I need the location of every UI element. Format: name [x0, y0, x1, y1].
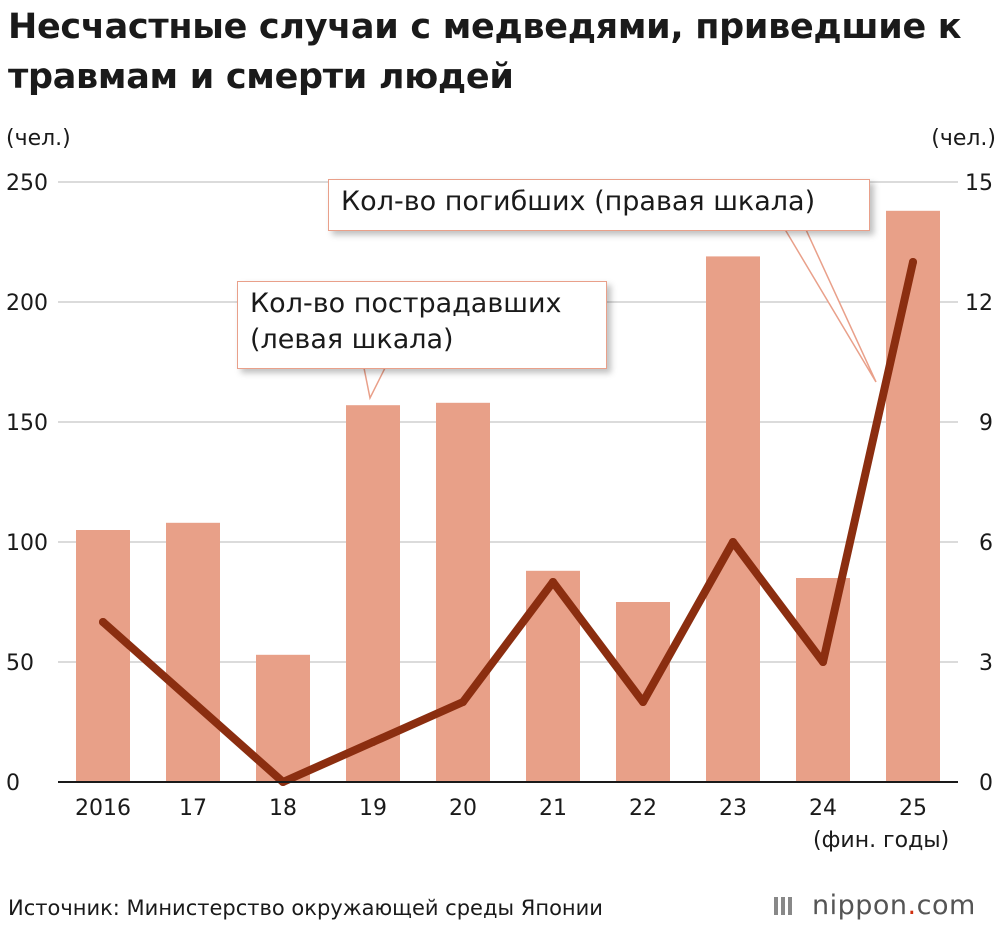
deaths-point	[819, 658, 827, 666]
deaths-point	[639, 698, 647, 706]
left-tick-label: 50	[6, 651, 34, 676]
deaths-point	[189, 698, 197, 706]
left-axis-unit: (чел.)	[6, 126, 71, 151]
deaths-point	[369, 738, 377, 746]
right-tick-label: 3	[979, 651, 993, 676]
right-axis-unit: (чел.)	[931, 126, 996, 151]
callout-injured-line1: Кол-во пострадавших	[250, 288, 562, 319]
left-tick-label: 250	[6, 171, 48, 196]
x-tick-label: 25	[899, 796, 927, 821]
deaths-point	[909, 258, 917, 266]
left-tick-label: 200	[6, 291, 48, 316]
callout-injured: Кол-во пострадавших (левая шкала)	[237, 281, 607, 369]
nippon-logo: nippon.com	[812, 890, 976, 921]
deaths-point	[729, 538, 737, 546]
right-tick-label: 15	[965, 171, 993, 196]
nippon-logo-icon	[774, 897, 792, 915]
right-tick-label: 0	[979, 771, 993, 796]
x-tick-label: 24	[809, 796, 837, 821]
bar	[76, 530, 130, 782]
deaths-point	[459, 698, 467, 706]
right-tick-label: 9	[979, 411, 993, 436]
bar	[886, 210, 940, 783]
x-tick-label: 18	[269, 796, 297, 821]
callout-deaths: Кол-во погибших (правая шкала)	[328, 179, 870, 231]
bar	[616, 602, 670, 782]
x-tick-label: 20	[449, 796, 477, 821]
left-tick-label: 100	[6, 531, 48, 556]
logo-dot: .	[907, 890, 917, 921]
x-tick-label: 23	[719, 796, 747, 821]
right-tick-label: 12	[965, 291, 993, 316]
x-tick-label: 22	[629, 796, 657, 821]
x-tick-label: 19	[359, 796, 387, 821]
bar	[166, 522, 220, 782]
left-tick-label: 150	[6, 411, 48, 436]
left-tick-label: 0	[6, 771, 20, 796]
chart-title: Несчастные случаи с медведями, приведшие…	[8, 7, 962, 97]
deaths-point	[549, 578, 557, 586]
logo-main: nippon	[812, 890, 908, 921]
x-tick-label: 17	[179, 796, 207, 821]
x-tick-label: 21	[539, 796, 567, 821]
deaths-point	[99, 618, 107, 626]
right-tick-label: 6	[979, 531, 993, 556]
x-tick-label: 2016	[75, 796, 131, 821]
callout-injured-line2: (левая шкала)	[250, 324, 454, 355]
bar	[346, 405, 400, 782]
bar	[436, 402, 490, 782]
logo-tail: com	[916, 890, 976, 921]
deaths-line	[99, 258, 917, 786]
source-note: Источник: Министерство окружающей среды …	[8, 896, 603, 920]
bar	[706, 256, 760, 782]
x-axis-unit: (фин. годы)	[813, 828, 950, 853]
bar	[796, 578, 850, 782]
